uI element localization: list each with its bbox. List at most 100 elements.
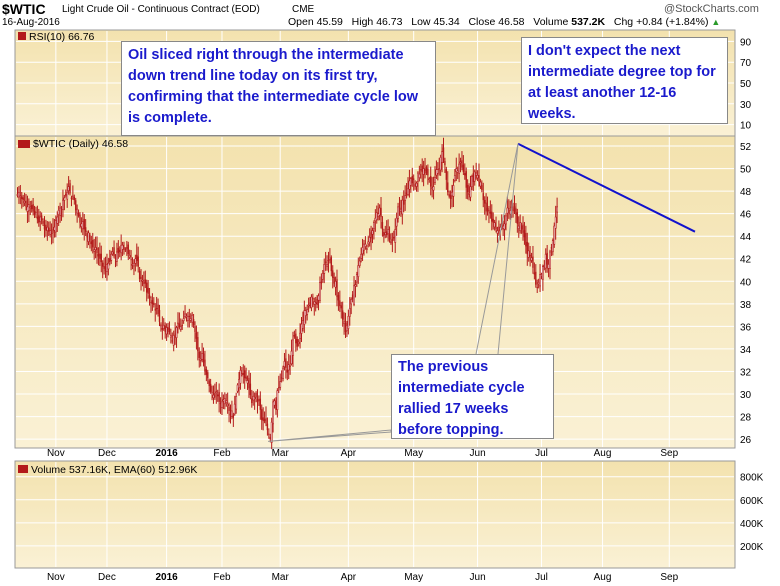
price-tick-label: 32 (740, 367, 752, 378)
candle-body-down (229, 413, 232, 416)
candle-body-up (497, 226, 500, 230)
candle-body-up (313, 301, 316, 305)
volume-tick-label: 400K (740, 519, 764, 530)
candle-body-up (54, 220, 57, 233)
chg-value: +0.84 (+1.84%) (636, 16, 709, 28)
candle-body-up (191, 314, 194, 323)
candle-body-up (53, 226, 56, 231)
candle-body-up (321, 273, 324, 280)
price-tick-label: 26 (740, 435, 752, 446)
candle-body-up (517, 225, 520, 230)
time-tick-label: May (404, 448, 423, 459)
candle-body-down (329, 259, 331, 261)
candle-body-down (312, 298, 314, 300)
candle-body-down (136, 254, 138, 261)
open-label: Open (288, 16, 314, 28)
price-tick-label: 46 (740, 210, 752, 221)
candle-body-up (553, 225, 556, 245)
candle-body-down (242, 373, 244, 375)
candle-body-up (326, 264, 328, 267)
candle-body-up (422, 168, 425, 175)
candle-body-down (158, 310, 161, 322)
candle-body-down (280, 377, 283, 379)
candle-body-up (363, 243, 365, 251)
candle-body-up (142, 282, 145, 284)
candle-body-up (319, 282, 321, 301)
candle-body-up (57, 209, 60, 215)
volume-value: 537.2K (571, 16, 606, 28)
candle-body-up (239, 370, 242, 384)
candle-body-up (355, 274, 358, 283)
candle-body-up (253, 397, 256, 400)
candle-body-up (539, 274, 541, 287)
candle-body-down (293, 335, 296, 337)
candle-body-up (503, 223, 506, 230)
candle-body-up (547, 264, 550, 269)
candle-body-up (238, 379, 240, 389)
candle-body-down (207, 372, 209, 379)
candle-body-up (476, 175, 479, 179)
candle-body-down (472, 173, 475, 183)
candle-body-down (100, 253, 102, 263)
price-tick-label: 44 (740, 232, 752, 243)
candle-body-up (408, 180, 411, 190)
candle-body-down (495, 227, 497, 230)
candle-body-down (117, 247, 120, 254)
candle-body-up (107, 262, 110, 270)
candle-body-down (333, 277, 335, 284)
candle-body-down (195, 332, 198, 339)
candle-body-down (489, 211, 492, 214)
candle-body-down (383, 231, 385, 237)
candle-body-down (295, 333, 297, 344)
candle-body-down (424, 169, 426, 171)
candle-body-down (181, 325, 183, 327)
candle-body-down (546, 252, 548, 265)
candle-body-down (79, 214, 81, 223)
candle-body-up (432, 186, 435, 191)
candle-body-up (222, 399, 225, 402)
candle-body-down (296, 339, 298, 347)
candle-body-down (316, 298, 318, 305)
candle-body-up (365, 248, 368, 250)
candle-body-down (340, 305, 342, 309)
candle-body-up (390, 241, 392, 244)
candle-body-up (540, 274, 543, 276)
candle-body-up (310, 296, 313, 308)
candle-body-up (512, 208, 514, 211)
time-tick-label: Apr (341, 448, 357, 459)
candle-body-down (485, 202, 487, 212)
candle-body-up (348, 308, 351, 317)
volume-legend-swatch (18, 465, 28, 473)
candle-body-up (66, 191, 69, 200)
candle-body-down (202, 353, 205, 363)
candle-body-up (509, 209, 512, 215)
low-label: Low (411, 16, 431, 28)
candle-body-down (205, 369, 208, 375)
candle-body-down (249, 383, 252, 396)
candle-body-up (456, 170, 459, 173)
price-tick-label: 40 (740, 277, 752, 288)
candle-body-down (532, 256, 534, 268)
candle-body-up (374, 217, 377, 222)
candle-body-up (292, 339, 294, 356)
candle-body-down (244, 370, 246, 379)
candle-body-up (556, 206, 559, 213)
time-tick-label: Feb (213, 448, 231, 459)
candle-body-down (461, 160, 463, 168)
candle-body-up (169, 335, 172, 338)
candle-body-down (478, 175, 480, 183)
candle-body-up (459, 161, 462, 164)
candle-body-down (177, 322, 179, 325)
candle-body-up (384, 232, 387, 235)
candle-body-up (111, 251, 114, 255)
candle-body-up (233, 403, 236, 415)
candle-body-down (50, 232, 53, 234)
candle-body-up (62, 199, 64, 210)
time-tick-label: Feb (213, 572, 231, 583)
candle-body-up (358, 260, 361, 266)
candle-body-down (232, 414, 235, 418)
candle-body-up (346, 324, 348, 332)
candle-body-up (506, 207, 509, 214)
candle-body-up (49, 230, 52, 235)
candle-body-down (256, 399, 259, 402)
